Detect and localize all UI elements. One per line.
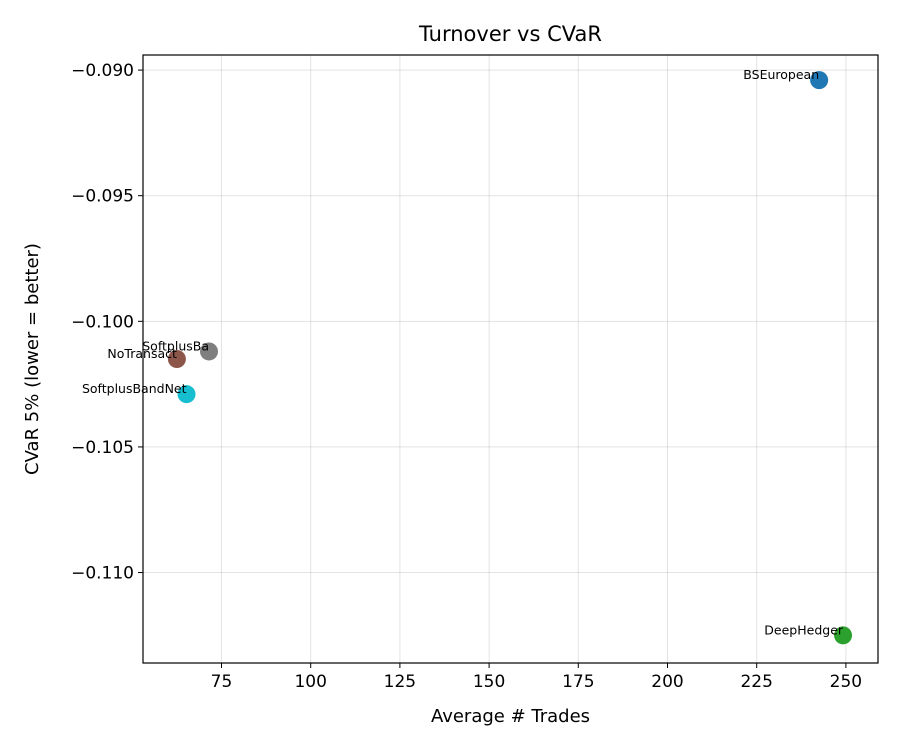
data-point (177, 385, 196, 404)
point-label: NoTransact (107, 346, 177, 361)
x-tick-label: 225 (740, 672, 772, 692)
x-tick-label: 100 (294, 672, 326, 692)
x-tick-label: 175 (562, 672, 594, 692)
y-axis-label: CVaR 5% (lower = better) (22, 243, 43, 475)
x-tick-label: 75 (211, 672, 233, 692)
x-tick-label: 150 (473, 672, 505, 692)
axis-ticks: 75 100 125 150 175 200 225 250 −0.090 −0.095 −0.10… (71, 61, 862, 692)
x-tick-label: 250 (830, 672, 862, 692)
point-label: SoftplusBandNet (82, 381, 187, 396)
point-label: SoftplusBa (142, 338, 209, 353)
y-tick-label: −0.105 (71, 438, 134, 458)
point-label: BSEuropean (743, 67, 819, 82)
y-tick-label: −0.100 (71, 312, 134, 332)
data-point (810, 71, 829, 90)
plot-frame (142, 54, 879, 664)
y-tick-label: −0.110 (71, 564, 134, 584)
data-point (167, 350, 186, 368)
data-points: BSEuropean DeepHedger SoftplusBaNoTransact… (82, 67, 853, 645)
data-point (200, 342, 219, 361)
x-tick-label: 200 (651, 672, 683, 692)
chart-title: Turnover vs CVaR (418, 22, 602, 46)
grid (143, 55, 878, 663)
y-tick-label: −0.095 (71, 187, 134, 207)
x-axis-label: Average # Trades (431, 706, 590, 727)
data-point (834, 626, 853, 645)
y-tick-label: −0.090 (71, 61, 134, 81)
point-label: DeepHedger (764, 622, 844, 637)
x-tick-label: 125 (384, 672, 416, 692)
